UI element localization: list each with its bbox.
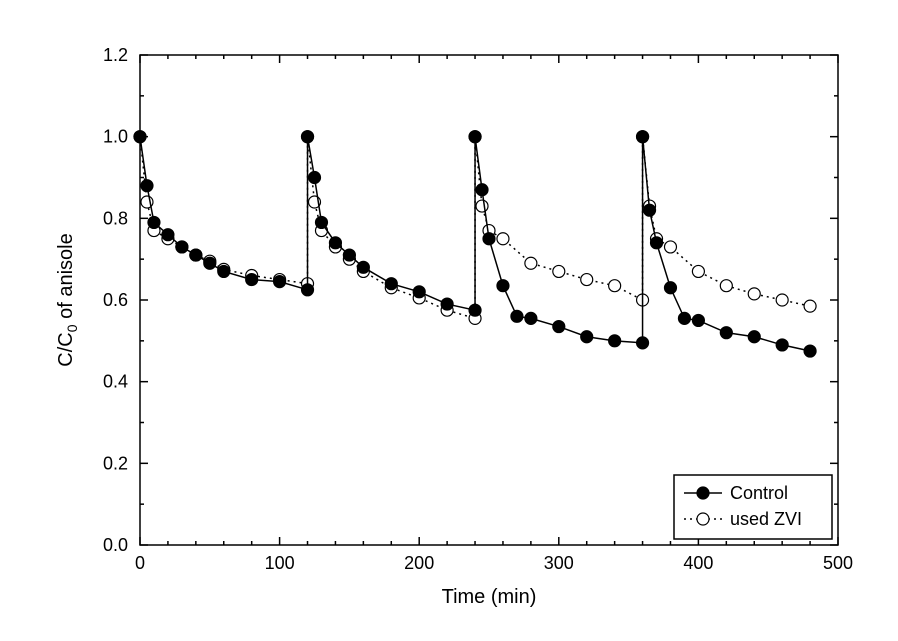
series-marker-control [357, 261, 369, 273]
series-marker-used_zvi [692, 265, 704, 277]
series-marker-control [581, 331, 593, 343]
legend-marker [697, 487, 709, 499]
series-marker-used_zvi [748, 288, 760, 300]
x-tick-label: 100 [265, 553, 295, 573]
series-marker-control [553, 321, 565, 333]
legend-label: used ZVI [730, 509, 802, 529]
x-tick-label: 200 [404, 553, 434, 573]
series-marker-used_zvi [609, 280, 621, 292]
series-marker-used_zvi [776, 294, 788, 306]
series-marker-control [720, 327, 732, 339]
y-tick-label: 0.8 [103, 208, 128, 228]
y-axis-title: C/C0 of anisole [55, 233, 80, 366]
series-marker-control [302, 131, 314, 143]
y-tick-label: 0.2 [103, 453, 128, 473]
y-tick-label: 0.0 [103, 535, 128, 555]
x-tick-label: 300 [544, 553, 574, 573]
series-marker-used_zvi [553, 265, 565, 277]
series-marker-used_zvi [525, 257, 537, 269]
series-marker-control [804, 345, 816, 357]
series-marker-control [190, 249, 202, 261]
series-marker-control [218, 265, 230, 277]
series-marker-control [651, 237, 663, 249]
series-marker-control [329, 237, 341, 249]
series-marker-control [678, 312, 690, 324]
series-marker-control [497, 280, 509, 292]
legend-label: Control [730, 483, 788, 503]
series-marker-control [385, 278, 397, 290]
series-marker-control [748, 331, 760, 343]
series-marker-control [483, 233, 495, 245]
series-marker-used_zvi [804, 300, 816, 312]
x-tick-label: 500 [823, 553, 853, 573]
series-marker-control [511, 310, 523, 322]
series-marker-control [692, 314, 704, 326]
series-marker-control [315, 216, 327, 228]
series-marker-control [644, 204, 656, 216]
series-marker-control [162, 229, 174, 241]
series-marker-control [204, 257, 216, 269]
series-marker-control [469, 131, 481, 143]
series-marker-control [664, 282, 676, 294]
series-marker-control [441, 298, 453, 310]
series-marker-control [637, 131, 649, 143]
series-marker-control [246, 274, 258, 286]
series-marker-control [469, 304, 481, 316]
y-tick-label: 0.6 [103, 290, 128, 310]
anisole-degradation-chart: 0 100 200 300 400 500 0.0 0.2 0.4 0.6 0.8 1.0 1.2 Tim… [0, 0, 898, 641]
series-marker-control [274, 276, 286, 288]
plot-border [140, 55, 838, 545]
series-marker-used_zvi [476, 200, 488, 212]
x-tick-label: 0 [135, 553, 145, 573]
series-marker-control [637, 337, 649, 349]
series-marker-control [609, 335, 621, 347]
series-marker-control [302, 284, 314, 296]
series-marker-control [413, 286, 425, 298]
series-marker-control [148, 216, 160, 228]
x-tick-label: 400 [683, 553, 713, 573]
series-marker-used_zvi [581, 274, 593, 286]
legend-marker [697, 513, 709, 525]
series-marker-control [309, 172, 321, 184]
series-marker-control [134, 131, 146, 143]
chart-container: 0 100 200 300 400 500 0.0 0.2 0.4 0.6 0.8 1.0 1.2 Tim… [0, 0, 898, 641]
series-marker-control [343, 249, 355, 261]
x-axis-title: Time (min) [442, 586, 537, 608]
y-tick-label: 1.0 [103, 127, 128, 147]
series-marker-control [141, 180, 153, 192]
series-marker-control [525, 312, 537, 324]
series-marker-control [776, 339, 788, 351]
series-marker-control [476, 184, 488, 196]
y-tick-label: 0.4 [103, 372, 128, 392]
y-tick-label: 1.2 [103, 45, 128, 65]
series-marker-used_zvi [720, 280, 732, 292]
series-marker-used_zvi [664, 241, 676, 253]
series-marker-control [176, 241, 188, 253]
series-marker-used_zvi [497, 233, 509, 245]
